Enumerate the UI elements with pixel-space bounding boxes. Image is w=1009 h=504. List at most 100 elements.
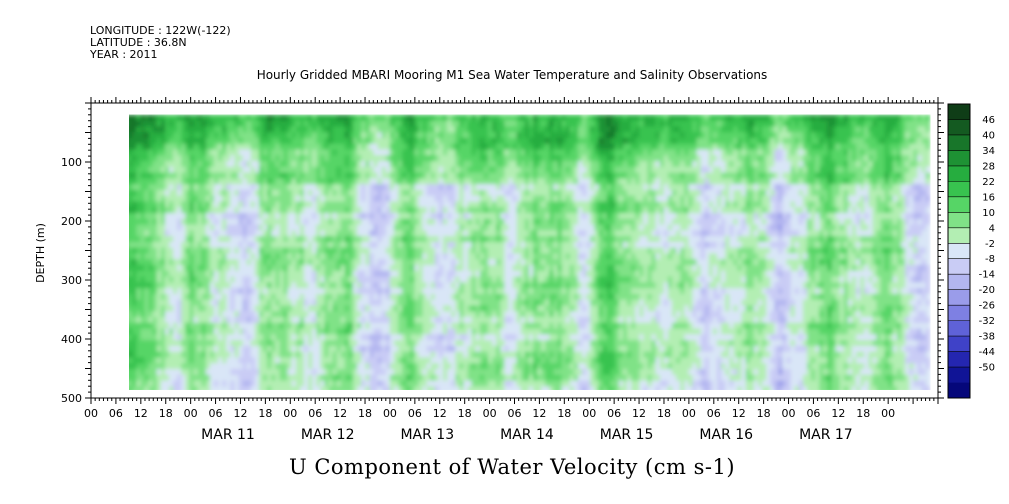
heatmap-cell [369,265,375,272]
heatmap-cell [144,328,150,336]
heatmap-cell [496,293,502,301]
heatmap-cell [508,178,514,185]
heatmap-cell [152,149,158,157]
heatmap-cell [373,149,379,157]
heatmap-cell [422,322,428,330]
heatmap-cell [271,195,277,203]
heatmap-cell [201,114,207,122]
heatmap-cell [209,207,215,214]
heatmap-cell [209,161,215,168]
heatmap-cell [398,195,403,203]
heatmap-cell [533,270,538,278]
heatmap-cell [524,259,530,266]
heatmap-cell [520,178,526,185]
heatmap-cell [385,282,391,289]
heatmap-cell [156,120,162,128]
heatmap-cell [524,293,530,301]
heatmap-cell [287,247,293,255]
heatmap-cell [299,155,305,162]
heatmap-cell [169,137,174,145]
heatmap-cell [422,172,428,180]
heatmap-cell [173,253,178,261]
heatmap-cell [479,253,485,261]
heatmap-cell [385,368,391,376]
heatmap-cell [369,189,375,197]
heatmap-cell [402,282,408,289]
heatmap-cell [459,189,465,197]
heatmap-cell [246,363,252,370]
heatmap-cell [283,120,289,128]
heatmap-cell [160,328,166,336]
heatmap-cell [303,189,309,197]
heatmap-cell [238,241,244,249]
heatmap-cell [275,386,281,390]
heatmap-cell [263,137,268,145]
heatmap-cell [479,236,485,243]
heatmap-cell [226,340,232,347]
heatmap-cell [422,288,428,295]
heatmap-cell [295,340,301,347]
heatmap-cell [434,189,440,197]
heatmap-cell [381,166,387,174]
heatmap-cell [312,195,318,203]
heatmap-cell [275,253,281,261]
heatmap-cell [129,207,134,214]
heatmap-cell [459,132,465,139]
heatmap-cell [332,184,338,191]
heatmap-cell [177,328,183,336]
heatmap-cell [129,322,134,330]
heatmap-cell [169,276,174,284]
heatmap-cell [181,201,187,209]
heatmap-cell [369,340,375,347]
heatmap-cell [238,351,244,359]
heatmap-cell [226,189,232,197]
chart-title: Hourly Gridded MBARI Mooring M1 Sea Wate… [256,68,768,82]
heatmap-cell [148,357,154,365]
heatmap-cell [393,155,399,162]
heatmap-cell [410,311,416,318]
heatmap-cell [136,265,142,272]
heatmap-cell [140,357,146,365]
heatmap-cell [344,178,350,185]
heatmap-cell [508,213,514,220]
heatmap-cell [410,380,416,388]
heatmap-cell [393,293,399,301]
heatmap-cell [173,317,178,324]
heatmap-cell [528,184,534,191]
heatmap-cell [422,184,428,191]
heatmap-cell [434,120,440,128]
heatmap-cell [483,143,489,151]
heatmap-cell [136,224,142,232]
heatmap-cell [357,265,363,272]
heatmap-cell [129,213,134,220]
heatmap-cell [291,120,297,128]
heatmap-cell [467,178,473,185]
heatmap-cell [193,155,199,162]
heatmap-cell [422,351,428,359]
heatmap-cell [463,305,469,313]
heatmap-cell [528,357,534,365]
heatmap-cell [434,201,440,209]
heatmap-cell [226,207,232,214]
heatmap-cell [422,120,428,128]
heatmap-cell [275,270,281,278]
heatmap-cell [369,236,375,243]
heatmap-cell [381,288,387,295]
heatmap-cell [455,374,461,382]
heatmap-cell [418,126,424,133]
heatmap-cell [377,207,383,214]
heatmap-cell [308,137,313,145]
heatmap-cell [455,172,461,180]
heatmap-cell [483,172,489,180]
heatmap-cell [299,184,305,191]
heatmap-cell [438,334,444,341]
heatmap-cell [475,132,481,139]
heatmap-cell [528,276,534,284]
heatmap-cell [193,282,199,289]
heatmap-cell [451,126,457,133]
heatmap-cell [246,132,252,139]
heatmap-cell [254,386,260,390]
heatmap-cell [455,155,461,162]
heatmap-cell [385,195,391,203]
heatmap-cell [447,340,452,347]
